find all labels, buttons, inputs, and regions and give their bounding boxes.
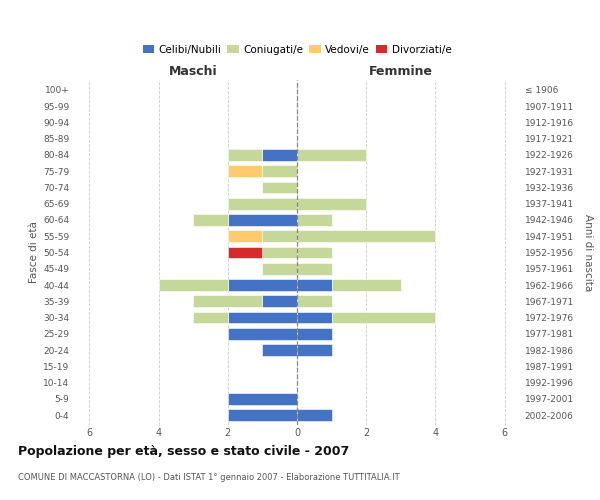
Bar: [262, 296, 297, 307]
Bar: [193, 312, 228, 324]
Bar: [158, 279, 228, 291]
Text: Maschi: Maschi: [169, 64, 217, 78]
Y-axis label: Anni di nascita: Anni di nascita: [583, 214, 593, 291]
Bar: [297, 328, 332, 340]
Text: Popolazione per età, sesso e stato civile - 2007: Popolazione per età, sesso e stato civil…: [18, 445, 349, 458]
Bar: [297, 149, 366, 160]
Legend: Celibi/Nubili, Coniugati/e, Vedovi/e, Divorziati/e: Celibi/Nubili, Coniugati/e, Vedovi/e, Di…: [139, 40, 455, 58]
Bar: [297, 344, 332, 356]
Bar: [262, 149, 297, 160]
Bar: [228, 214, 297, 226]
Y-axis label: Fasce di età: Fasce di età: [29, 222, 39, 284]
Bar: [297, 279, 332, 291]
Bar: [228, 246, 262, 258]
Bar: [262, 166, 297, 177]
Bar: [228, 166, 262, 177]
Bar: [262, 230, 297, 242]
Bar: [332, 279, 401, 291]
Bar: [228, 410, 297, 421]
Bar: [262, 246, 297, 258]
Bar: [193, 214, 228, 226]
Bar: [228, 198, 297, 209]
Text: COMUNE DI MACCASTORNA (LO) - Dati ISTAT 1° gennaio 2007 - Elaborazione TUTTITALI: COMUNE DI MACCASTORNA (LO) - Dati ISTAT …: [18, 473, 400, 482]
Text: Femmine: Femmine: [369, 64, 433, 78]
Bar: [297, 312, 332, 324]
Bar: [228, 328, 297, 340]
Bar: [297, 214, 332, 226]
Bar: [228, 230, 262, 242]
Bar: [297, 246, 332, 258]
Bar: [297, 296, 332, 307]
Bar: [228, 393, 297, 405]
Bar: [297, 263, 332, 274]
Bar: [262, 263, 297, 274]
Bar: [228, 149, 262, 160]
Bar: [193, 296, 262, 307]
Bar: [332, 312, 436, 324]
Bar: [228, 279, 297, 291]
Bar: [228, 312, 297, 324]
Bar: [262, 182, 297, 194]
Bar: [262, 344, 297, 356]
Bar: [297, 230, 436, 242]
Bar: [297, 198, 366, 209]
Bar: [297, 410, 332, 421]
